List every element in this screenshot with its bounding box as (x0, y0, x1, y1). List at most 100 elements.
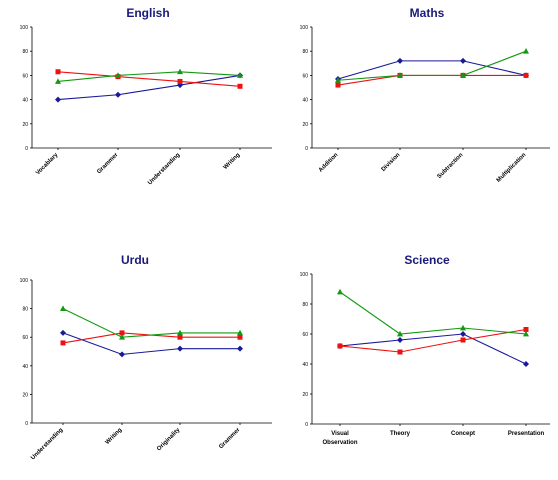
maths-chart-title: Maths (410, 6, 445, 20)
maths-series-2-line (337, 74, 526, 86)
urdu-series-3-line (62, 308, 240, 338)
english-x-tick-label: Writing (223, 152, 242, 171)
urdu-series-1-point (237, 345, 243, 352)
science-series-2-point (523, 327, 529, 332)
urdu-series-2-point (60, 340, 66, 346)
science-y-tick-label: 100 (300, 272, 309, 278)
english-series-1-point (55, 96, 61, 103)
maths-series-1-point (460, 57, 466, 64)
english-series-3-point (237, 72, 243, 78)
urdu-series-2-point (119, 330, 125, 336)
urdu-series-2-point (177, 334, 183, 340)
maths-y-tick-label: 60 (302, 73, 308, 79)
science-series-1-point (460, 331, 466, 337)
urdu-series-2-point (237, 334, 243, 340)
urdu-y-tick-label: 60 (22, 335, 28, 341)
science-series-1-point (523, 361, 529, 367)
urdu-series-3-point (237, 329, 243, 336)
english-series-2-point (55, 69, 61, 75)
maths-series-3-line (337, 50, 527, 81)
science-series-3-point (337, 288, 343, 295)
english-series-1-point (115, 91, 121, 98)
english-x-tick-label: Understanding (147, 152, 181, 186)
maths-series-3-point (335, 77, 341, 83)
urdu-series-2-line (62, 332, 240, 344)
maths-x-tick-label: Subtraction (437, 152, 465, 180)
english-chart: English 0 20 40 60 80 100 Vocablary Grammer Under… (20, 6, 272, 186)
english-y-tick-label: 60 (22, 73, 28, 79)
maths-x-tick-label: Addition (318, 152, 340, 174)
maths-series-3-point (523, 48, 529, 54)
urdu-y-tick-label: 100 (20, 278, 29, 284)
english-x-tick-label: Vocablary (35, 152, 60, 177)
science-y-tick-label: 20 (302, 392, 308, 398)
urdu-series-1-point (60, 329, 66, 336)
science-series-1-point (397, 337, 403, 343)
maths-y-tick-label: 100 (300, 25, 309, 31)
maths-series-3-point (460, 72, 466, 78)
science-x-tick-label: Visual Observation (322, 431, 357, 446)
science-series-2-point (460, 337, 466, 343)
english-series-2-line (57, 71, 241, 87)
science-chart-title: Science (404, 253, 450, 267)
maths-chart: Maths 0 20 40 60 80 100 Addition Division Subtrac… (300, 6, 550, 184)
english-series-3-point (55, 78, 61, 84)
urdu-x-tick-label: Originality (156, 427, 182, 453)
science-y-tick-label: 0 (305, 422, 308, 428)
urdu-series-3-point (60, 305, 66, 311)
maths-x-tick-label: Multiplication (496, 152, 528, 184)
science-y-tick-label: 60 (302, 332, 308, 338)
science-series-1-line (339, 333, 527, 365)
maths-y-tick-label: 0 (305, 146, 308, 152)
science-series-2-line (339, 328, 527, 353)
science-series-3-point (523, 330, 529, 337)
urdu-y-tick-label: 80 (22, 307, 28, 313)
english-series-2-point (237, 83, 243, 89)
science-series-3-point (397, 330, 403, 337)
urdu-series-3-point (177, 329, 183, 336)
science-chart: Science 0 20 40 60 80 100 Visual Observation Theo… (300, 253, 550, 446)
english-y-tick-label: 40 (22, 98, 28, 104)
urdu-series-1-point (119, 351, 125, 358)
urdu-x-tick-label: Grammer (218, 427, 242, 451)
urdu-series-1-line (62, 332, 240, 355)
english-x-tick-label: Grammer (96, 152, 120, 176)
english-series-3-line (57, 71, 241, 82)
maths-series-2-point (523, 72, 529, 78)
english-series-3-point (177, 68, 183, 75)
urdu-chart-title: Urdu (121, 253, 149, 267)
maths-y-tick-label: 20 (302, 122, 308, 128)
science-x-tick-label: Presentation (508, 431, 545, 437)
maths-y-tick-label: 80 (302, 49, 308, 55)
urdu-y-tick-label: 20 (22, 392, 28, 398)
science-x-tick-label: Theory (390, 431, 411, 437)
english-y-tick-label: 100 (20, 25, 29, 31)
urdu-series-1-point (177, 345, 183, 352)
science-y-tick-label: 40 (302, 362, 308, 368)
english-y-tick-label: 80 (22, 49, 28, 55)
maths-series-2-point (335, 82, 341, 88)
science-series-3-point (460, 324, 466, 331)
science-series-3-line (339, 291, 527, 335)
maths-y-tick-label: 40 (302, 98, 308, 104)
science-series-2-point (397, 349, 403, 355)
science-y-tick-label: 80 (302, 302, 308, 308)
maths-series-3-point (397, 72, 403, 78)
english-y-tick-label: 0 (25, 146, 28, 152)
urdu-x-tick-label: Understanding (30, 427, 64, 461)
urdu-y-tick-label: 0 (25, 421, 28, 427)
urdu-chart: Urdu 0 20 40 60 80 100 Understanding Writing Orig… (20, 253, 272, 461)
maths-x-tick-label: Division (381, 152, 402, 173)
english-y-tick-label: 20 (22, 122, 28, 128)
urdu-y-tick-label: 40 (22, 364, 28, 370)
english-series-3-point (115, 72, 121, 78)
maths-series-1-line (337, 60, 527, 80)
english-series-2-point (177, 78, 183, 84)
english-series-1-line (57, 74, 241, 101)
science-series-2-point (337, 343, 343, 349)
urdu-series-3-point (119, 334, 125, 340)
urdu-x-tick-label: Writing (105, 427, 124, 446)
science-x-tick-label: Concept (451, 431, 475, 437)
english-chart-title: English (126, 6, 169, 20)
